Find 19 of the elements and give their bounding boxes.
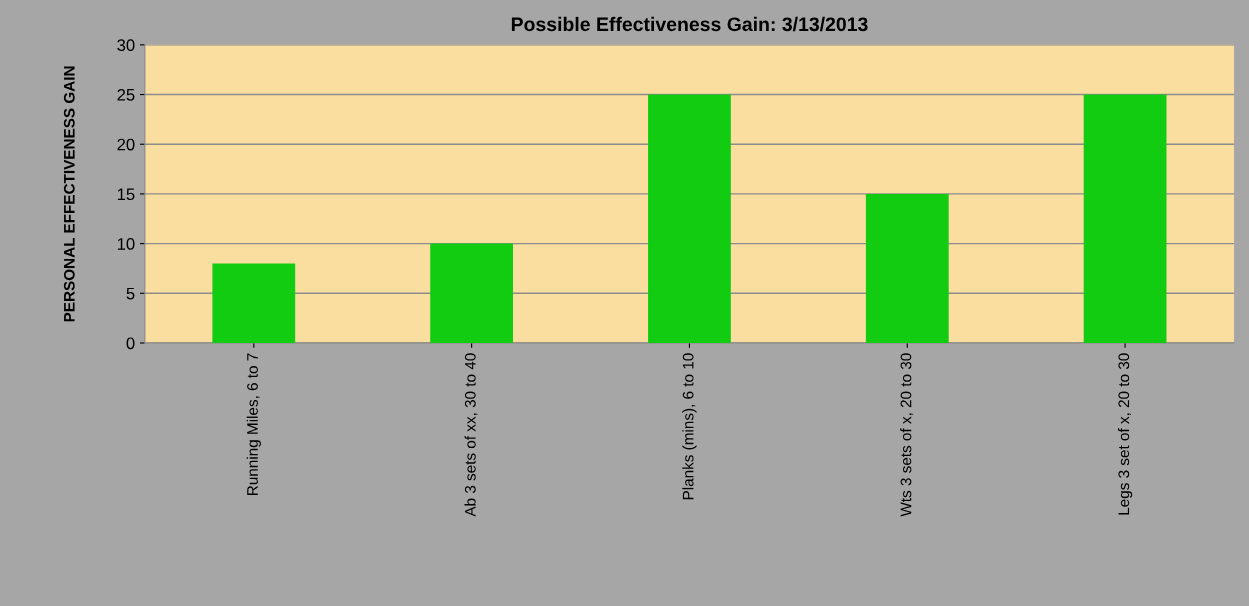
x-tick-label: Ab 3 sets of xx, 30 to 40 (464, 353, 478, 517)
y-tick-label: 5 (126, 287, 135, 300)
x-tick-label: Legs 3 set of x, 20 to 30 (1117, 353, 1133, 515)
y-axis-title: PERSONAL EFFECTIVENESS GAIN (63, 66, 75, 322)
bar (1083, 94, 1167, 343)
y-tick-label: 30 (117, 39, 135, 52)
y-tick-label: 15 (117, 188, 135, 201)
y-tick-label: 0 (126, 337, 135, 350)
y-tick-label: 25 (117, 88, 135, 101)
x-tick-label: Planks (mins), 6 to 10 (682, 353, 697, 500)
bar (430, 243, 514, 343)
chart-title: Possible Effectiveness Gain: 3/13/2013 (511, 16, 868, 32)
bar (865, 193, 949, 343)
y-tick-label: 10 (117, 238, 135, 250)
bar (648, 94, 731, 343)
x-tick-label: Wts 3 sets of x, 20 to 30 (900, 353, 914, 517)
bar (212, 263, 296, 343)
y-tick-label: 20 (117, 138, 135, 151)
x-tick-label: Running Miles, 6 to 7 (246, 353, 261, 495)
